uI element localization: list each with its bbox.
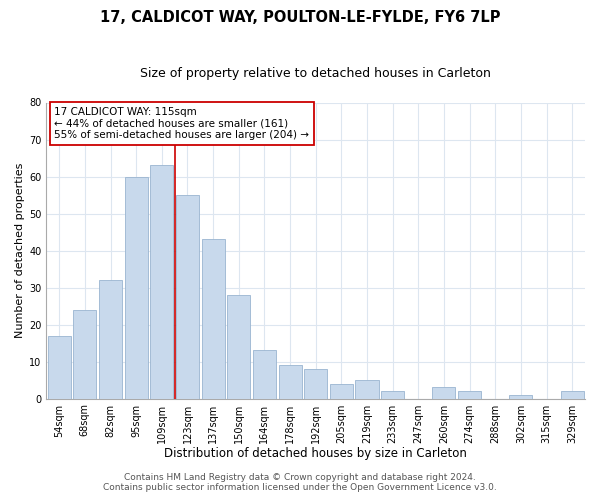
Bar bbox=[509, 395, 532, 398]
Bar bbox=[150, 166, 173, 398]
Bar bbox=[304, 369, 327, 398]
Bar bbox=[278, 366, 302, 398]
Text: 17 CALDICOT WAY: 115sqm
← 44% of detached houses are smaller (161)
55% of semi-d: 17 CALDICOT WAY: 115sqm ← 44% of detache… bbox=[55, 107, 310, 140]
Bar bbox=[227, 295, 250, 399]
Bar bbox=[253, 350, 276, 399]
Y-axis label: Number of detached properties: Number of detached properties bbox=[15, 163, 25, 338]
Bar bbox=[125, 176, 148, 398]
Bar bbox=[176, 195, 199, 398]
X-axis label: Distribution of detached houses by size in Carleton: Distribution of detached houses by size … bbox=[164, 447, 467, 460]
Text: 17, CALDICOT WAY, POULTON-LE-FYLDE, FY6 7LP: 17, CALDICOT WAY, POULTON-LE-FYLDE, FY6 … bbox=[100, 10, 500, 25]
Bar bbox=[355, 380, 379, 398]
Bar bbox=[458, 391, 481, 398]
Text: Contains HM Land Registry data © Crown copyright and database right 2024.
Contai: Contains HM Land Registry data © Crown c… bbox=[103, 473, 497, 492]
Bar bbox=[560, 391, 584, 398]
Bar bbox=[381, 391, 404, 398]
Bar bbox=[47, 336, 71, 398]
Bar bbox=[330, 384, 353, 398]
Bar bbox=[73, 310, 97, 398]
Bar bbox=[99, 280, 122, 398]
Bar bbox=[433, 388, 455, 398]
Title: Size of property relative to detached houses in Carleton: Size of property relative to detached ho… bbox=[140, 68, 491, 80]
Bar bbox=[202, 240, 224, 398]
